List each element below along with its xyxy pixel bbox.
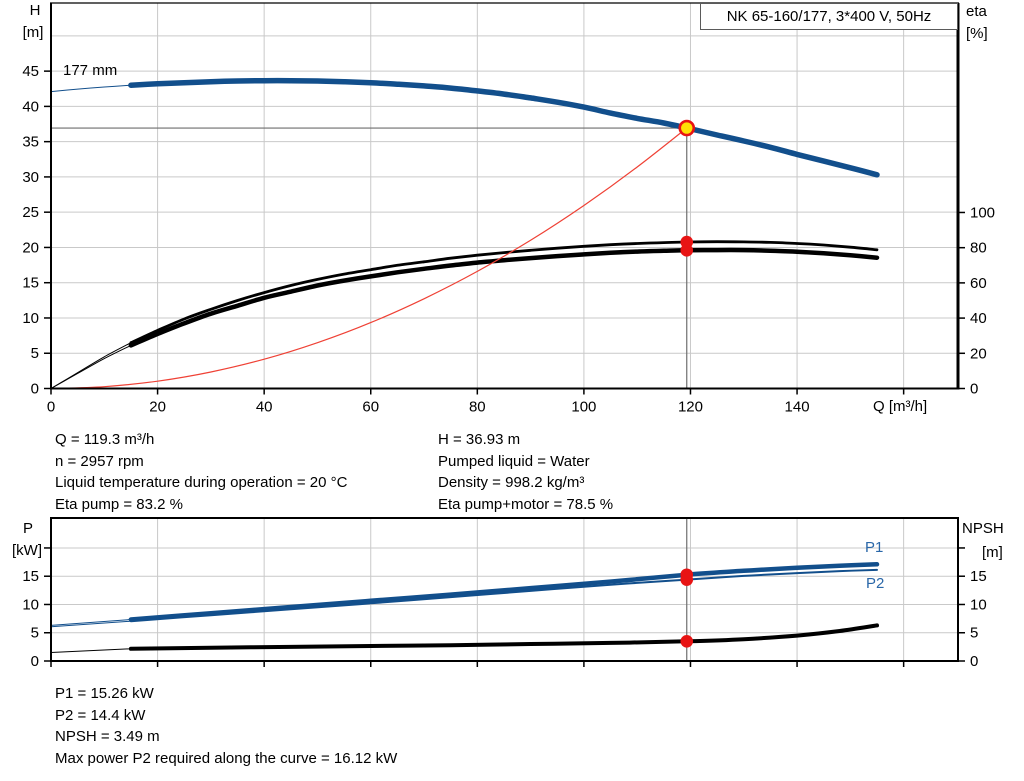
x-tick-label: 120 [678,399,703,416]
npsh-axis-label-unit: [m] [982,544,1003,561]
annotation-line: P2 = 14.4 kW [55,706,146,724]
y-right-tick-label: 60 [970,275,987,292]
y-left-tick-label: 5 [31,625,39,642]
annotation-line: Eta pump = 83.2 % [55,495,183,513]
eta-pump-curve [129,240,879,345]
y-left-tick-label: 15 [22,275,39,292]
y-left-tick-label: 30 [22,169,39,186]
y-right-tick-label: 40 [970,310,987,327]
p2-curve-leadin [50,620,131,628]
annotation-line: P1 = 15.26 kW [55,685,154,702]
y-right-tick-label: 10 [970,596,987,613]
x-tick-label: 140 [785,399,810,416]
y-left-tick-label: 0 [31,653,39,670]
annotation-line: Q = 119.3 m³/h [55,431,155,448]
annotation-line: Pumped liquid = Water [438,452,590,470]
system-curve [50,127,688,390]
eta-pump-motor-curve [128,247,880,348]
head-axis-label-unit: [m] [22,24,44,41]
eta-pump-motor-point [680,244,694,257]
pump-title: NK 65-160/177, 3*400 V, 50Hz [726,8,932,25]
annotation-line: H = 36.93 m [438,431,521,448]
p2-point [680,573,694,586]
x-tick-label: 40 [256,399,273,416]
y-right-tick-label: 0 [970,381,978,398]
eta-pump-motor-curve-leadin [50,344,132,389]
x-tick-label: 60 [362,399,379,416]
annotation-line: Eta pump+motor = 78.5 % [438,495,614,513]
annotation-line: NPSH = 3.49 m [55,728,160,745]
x-tick-label: 0 [47,399,55,416]
flow-axis-label: Q [m³/h] [873,398,928,415]
power-axis-label-unit: [kW] [12,542,42,559]
y-left-tick-label: 15 [22,568,39,585]
power-axis-label-symbol: P [22,520,33,537]
pump-title-box: NK 65-160/177, 3*400 V, 50Hz [700,3,958,30]
impeller-curve-label: 177 mm [63,62,118,79]
y-right-tick-label: 5 [970,625,978,642]
npsh-point [680,634,694,648]
eta-axis-label-symbol: eta [966,3,987,20]
y-left-tick-label: 25 [22,204,39,221]
duty-data-block-right: H = 36.93 m Pumped liquid = Water Density … [438,429,613,515]
annotation-line: Liquid temperature during operation = 20… [55,474,348,491]
y-right-tick-label: 0 [970,653,978,670]
p1-curve [128,562,880,622]
npsh-curve-leadin [50,648,131,653]
y-right-tick-label: 80 [970,240,987,257]
npsh-curve [128,623,879,651]
pump-curve-177mm [128,77,880,178]
y-left-tick-label: 35 [22,134,39,151]
eta-axis-label-unit: [%] [966,25,988,42]
p2-curve [129,568,878,623]
p1-curve-leadin [50,619,131,626]
y-right-tick-label: 100 [970,204,995,221]
head-axis-label-symbol: H [29,2,41,19]
y-left-tick-label: 40 [22,98,39,115]
p1-series-label: P1 [865,539,884,556]
power-data-block: P1 = 15.26 kW P2 = 14.4 kW NPSH = 3.49 m Ma… [55,683,397,769]
x-tick-label: 100 [571,399,596,416]
y-left-tick-label: 0 [31,381,39,398]
y-left-tick-label: 20 [22,239,39,256]
duty-point [678,119,696,137]
x-tick-label: 20 [149,399,166,416]
annotation-line: n = 2957 rpm [55,452,144,470]
npsh-axis-label-symbol: NPSH [962,520,1004,537]
pump-curve-177mm-leadin [50,84,131,93]
y-left-tick-label: 10 [22,596,39,613]
y-right-tick-label: 20 [970,345,987,362]
y-left-tick-label: 5 [31,345,39,362]
y-left-tick-label: 45 [22,63,39,80]
annotation-line: Max power P2 required along the curve = … [55,749,398,767]
duty-data-block-left: Q = 119.3 m³/h n = 2957 rpm Liquid tempera… [55,429,347,515]
y-left-tick-label: 10 [22,310,39,327]
p2-series-label: P2 [866,575,885,592]
x-tick-label: 80 [469,399,486,416]
annotation-line: Density = 998.2 kg/m³ [438,474,585,491]
y-right-tick-label: 15 [970,568,987,585]
